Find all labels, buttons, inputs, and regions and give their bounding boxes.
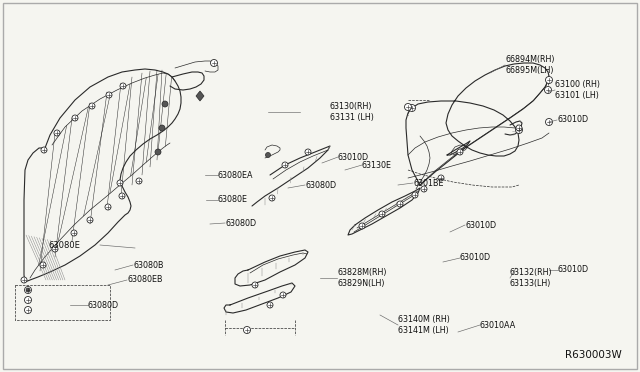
- Circle shape: [545, 87, 552, 93]
- Text: R630003W: R630003W: [565, 350, 621, 360]
- Text: 63080D: 63080D: [88, 301, 119, 310]
- Circle shape: [438, 175, 444, 181]
- Circle shape: [404, 103, 412, 110]
- Circle shape: [106, 92, 112, 98]
- Circle shape: [52, 246, 58, 252]
- Circle shape: [267, 302, 273, 308]
- Text: 66894M(RH)
66895M(LH): 66894M(RH) 66895M(LH): [505, 55, 554, 75]
- Circle shape: [243, 327, 250, 334]
- Circle shape: [252, 282, 258, 288]
- Text: 63010D: 63010D: [557, 115, 588, 125]
- Circle shape: [21, 277, 27, 283]
- Text: 63130E: 63130E: [362, 160, 392, 170]
- Circle shape: [89, 103, 95, 109]
- Circle shape: [87, 217, 93, 223]
- Circle shape: [136, 178, 142, 184]
- Text: 63010D: 63010D: [338, 153, 369, 161]
- Circle shape: [24, 307, 31, 314]
- Text: 63080EA: 63080EA: [218, 170, 253, 180]
- Circle shape: [545, 119, 552, 125]
- Circle shape: [162, 101, 168, 107]
- Circle shape: [457, 149, 463, 155]
- Polygon shape: [196, 91, 204, 101]
- Text: 63080EB: 63080EB: [127, 276, 163, 285]
- Circle shape: [280, 292, 286, 298]
- Circle shape: [155, 149, 161, 155]
- Circle shape: [412, 192, 418, 198]
- Text: 63140M (RH)
63141M (LH): 63140M (RH) 63141M (LH): [398, 315, 450, 335]
- Circle shape: [24, 296, 31, 304]
- Text: 63100 (RH)
63101 (LH): 63100 (RH) 63101 (LH): [555, 80, 600, 100]
- Circle shape: [71, 230, 77, 236]
- Circle shape: [266, 153, 271, 157]
- Text: 63010AA: 63010AA: [480, 321, 516, 330]
- Circle shape: [408, 105, 415, 112]
- Circle shape: [282, 162, 288, 168]
- Text: 63130(RH)
63131 (LH): 63130(RH) 63131 (LH): [330, 102, 374, 122]
- Circle shape: [117, 180, 123, 186]
- Circle shape: [41, 147, 47, 153]
- Text: 63080B: 63080B: [133, 260, 163, 269]
- Text: 63132(RH)
63133(LH): 63132(RH) 63133(LH): [510, 268, 552, 288]
- Circle shape: [305, 149, 311, 155]
- Circle shape: [26, 288, 30, 292]
- Text: 63828M(RH)
63829N(LH): 63828M(RH) 63829N(LH): [337, 268, 387, 288]
- Circle shape: [40, 262, 46, 268]
- Circle shape: [359, 223, 365, 229]
- Circle shape: [72, 115, 78, 121]
- Circle shape: [545, 77, 552, 83]
- Text: 63080E: 63080E: [218, 196, 248, 205]
- Circle shape: [516, 125, 522, 131]
- Text: 63080D: 63080D: [225, 218, 256, 228]
- Text: 63010D: 63010D: [460, 253, 491, 263]
- Circle shape: [159, 125, 165, 131]
- Circle shape: [211, 60, 218, 67]
- Circle shape: [105, 204, 111, 210]
- Circle shape: [397, 201, 403, 207]
- Circle shape: [515, 126, 522, 134]
- Circle shape: [379, 211, 385, 217]
- Text: 63010D: 63010D: [465, 221, 496, 230]
- Circle shape: [54, 130, 60, 136]
- Text: 6301BE: 6301BE: [413, 179, 444, 187]
- Text: 63080E: 63080E: [48, 241, 80, 250]
- Circle shape: [24, 286, 31, 294]
- Text: 63080D: 63080D: [305, 180, 336, 189]
- Text: 63010D: 63010D: [558, 266, 589, 275]
- Circle shape: [120, 83, 126, 89]
- Circle shape: [421, 186, 427, 192]
- Circle shape: [269, 195, 275, 201]
- Circle shape: [119, 193, 125, 199]
